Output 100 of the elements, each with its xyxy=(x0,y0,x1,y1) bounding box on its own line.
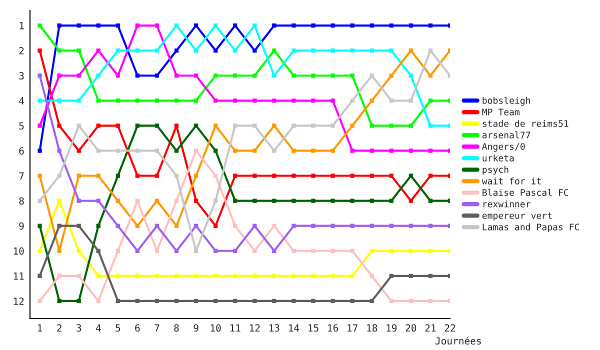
point xyxy=(154,124,160,128)
point xyxy=(311,124,316,128)
point xyxy=(154,174,160,178)
point xyxy=(292,248,296,253)
point xyxy=(57,174,62,178)
point xyxy=(174,224,179,228)
point xyxy=(428,74,433,78)
point xyxy=(38,48,42,53)
point xyxy=(311,174,316,178)
point xyxy=(252,248,257,253)
point xyxy=(370,23,374,28)
y-tick-label: 6 xyxy=(19,147,24,155)
point xyxy=(272,198,276,203)
point xyxy=(292,148,296,153)
point xyxy=(292,198,296,203)
point xyxy=(233,224,238,228)
point xyxy=(408,198,414,203)
point xyxy=(214,274,218,278)
point xyxy=(194,248,198,253)
point xyxy=(174,48,179,53)
point xyxy=(214,298,218,304)
point xyxy=(194,74,198,78)
point xyxy=(135,198,140,203)
point xyxy=(38,274,42,278)
point xyxy=(76,48,81,53)
y-tick-label: 10 xyxy=(14,247,24,255)
x-axis-title: Journées xyxy=(436,336,481,345)
point xyxy=(370,298,374,304)
point xyxy=(174,298,179,304)
legend-label: rexwinner xyxy=(483,200,530,208)
point xyxy=(389,298,394,304)
legend-label: Angers/0 xyxy=(482,143,525,152)
x-tick-label: 17 xyxy=(348,324,358,332)
point xyxy=(408,124,414,128)
y-tick-label: 8 xyxy=(19,197,24,205)
point xyxy=(174,274,179,278)
point xyxy=(272,224,276,228)
point xyxy=(154,198,160,203)
point xyxy=(96,298,100,304)
point xyxy=(370,198,374,203)
point xyxy=(292,23,296,28)
point xyxy=(135,174,140,178)
point xyxy=(389,48,394,53)
point xyxy=(311,274,316,278)
y-tick-label: 12 xyxy=(14,297,24,305)
point xyxy=(154,23,160,28)
point xyxy=(370,74,374,78)
point xyxy=(350,248,354,253)
point xyxy=(389,198,394,203)
point xyxy=(350,224,354,228)
point xyxy=(233,248,238,253)
point xyxy=(428,274,433,278)
point xyxy=(408,174,414,178)
legend-label: Blaise Pascal FC xyxy=(482,188,568,196)
point xyxy=(174,198,179,203)
point xyxy=(57,274,62,278)
point xyxy=(350,274,354,278)
point xyxy=(389,274,394,278)
point xyxy=(350,98,354,103)
point xyxy=(38,298,42,304)
point xyxy=(174,148,179,153)
point xyxy=(214,148,218,153)
point xyxy=(252,298,257,304)
point xyxy=(57,98,62,103)
point xyxy=(272,298,276,304)
x-tick-label: 13 xyxy=(270,324,280,332)
point xyxy=(350,124,354,128)
point xyxy=(116,23,120,28)
point xyxy=(96,174,100,178)
point xyxy=(96,23,100,28)
point xyxy=(116,148,120,153)
point xyxy=(135,248,140,253)
point xyxy=(389,148,394,153)
point xyxy=(214,174,218,178)
point xyxy=(350,174,354,178)
point xyxy=(252,174,257,178)
point xyxy=(252,124,257,128)
point xyxy=(116,98,120,103)
legend-label: wait for it xyxy=(482,177,541,184)
point xyxy=(292,224,296,228)
point xyxy=(214,198,218,203)
point xyxy=(428,98,433,103)
point xyxy=(214,98,218,103)
point xyxy=(154,148,160,153)
point xyxy=(96,248,100,253)
point xyxy=(330,274,335,278)
point xyxy=(174,248,179,253)
legend-label: Lamas and Papas FC xyxy=(482,223,579,232)
point xyxy=(194,198,198,203)
point xyxy=(38,148,42,153)
point xyxy=(233,298,238,304)
point xyxy=(252,48,257,53)
point xyxy=(96,124,100,128)
point xyxy=(214,124,218,128)
y-tick-label: 3 xyxy=(19,72,24,80)
point xyxy=(194,224,198,228)
point xyxy=(428,124,433,128)
point xyxy=(76,224,81,228)
point xyxy=(154,98,160,103)
point xyxy=(57,74,62,78)
